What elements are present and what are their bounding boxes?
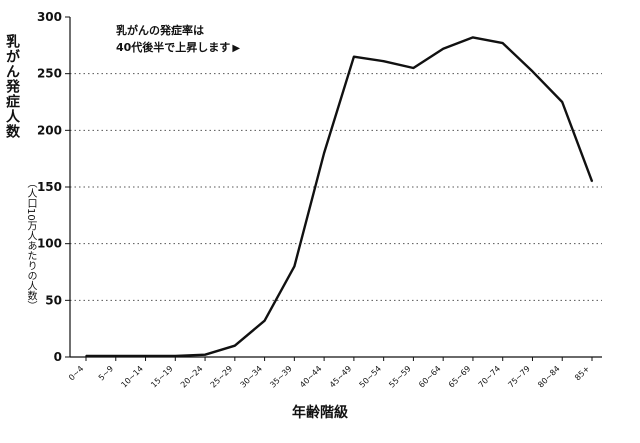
x-tick-label: 75~79	[506, 364, 532, 390]
data-point	[382, 60, 385, 62]
data-point	[263, 319, 266, 322]
x-tick-label: 85+	[573, 364, 591, 382]
x-tick-label: 40~44	[298, 364, 324, 390]
data-point	[234, 344, 236, 347]
y-tick-label: 100	[37, 237, 62, 251]
x-tick-label: 45~49	[328, 364, 354, 390]
x-tick-label: 0~4	[67, 364, 85, 382]
data-point	[144, 355, 147, 357]
chart-annotation: 乳がんの発症率は 40代後半で上昇します ▶	[116, 22, 240, 57]
data-point	[472, 36, 474, 39]
x-tick-label: 35~39	[268, 364, 294, 390]
y-tick-label: 0	[54, 350, 62, 364]
y-tick-label: 300	[37, 10, 62, 24]
data-point	[114, 355, 117, 357]
x-tick-label: 5~9	[97, 364, 115, 382]
y-tick-label: 50	[45, 293, 62, 307]
data-point	[442, 47, 444, 50]
x-tick-label: 15~19	[149, 364, 175, 390]
y-tick-label: 250	[37, 67, 62, 81]
x-tick-label: 55~59	[387, 364, 413, 390]
x-tick-label: 80~84	[536, 364, 562, 390]
grid-lines	[70, 73, 602, 301]
x-tick-label: 10~14	[119, 364, 145, 390]
data-point	[204, 353, 206, 356]
x-tick-label: 50~54	[358, 364, 384, 390]
x-tick-label: 20~24	[179, 364, 205, 390]
series-line	[86, 36, 594, 358]
y-tick-label: 200	[37, 123, 62, 137]
y-axis-label: 乳がん発症人数	[4, 34, 20, 139]
annotation-line-1: 乳がんの発症率は	[116, 24, 204, 37]
x-tick-label: 25~29	[209, 364, 235, 390]
x-tick-label: 65~69	[447, 364, 473, 390]
data-point	[531, 70, 534, 73]
annotation-line-2: 40代後半で上昇します	[116, 41, 231, 54]
data-point	[85, 355, 87, 357]
data-point	[353, 55, 355, 58]
y-tick-labels: 0 50 100 150 200 250 300	[37, 10, 62, 364]
data-point	[293, 265, 296, 268]
x-tick-label: 60~64	[417, 364, 443, 390]
x-tick-label: 70~74	[477, 364, 503, 390]
data-point	[323, 152, 325, 154]
y-axis-sublabel: （人口10万人あたりの人数）	[25, 178, 36, 311]
axes	[65, 16, 602, 361]
y-tick-label: 150	[37, 180, 62, 194]
x-tick-labels: 0~4 5~9 10~14 15~19 20~24 25~29 30~34 35~39 40~4…	[67, 364, 591, 390]
x-axis-label: 年齢階級	[292, 405, 348, 421]
data-point	[174, 355, 177, 357]
data-series	[85, 36, 594, 358]
data-point	[501, 42, 504, 44]
data-point	[412, 67, 415, 69]
data-point	[561, 101, 564, 103]
x-tick-label: 30~34	[239, 364, 265, 390]
data-point	[591, 180, 593, 183]
annotation-arrow: ▶	[232, 43, 241, 54]
